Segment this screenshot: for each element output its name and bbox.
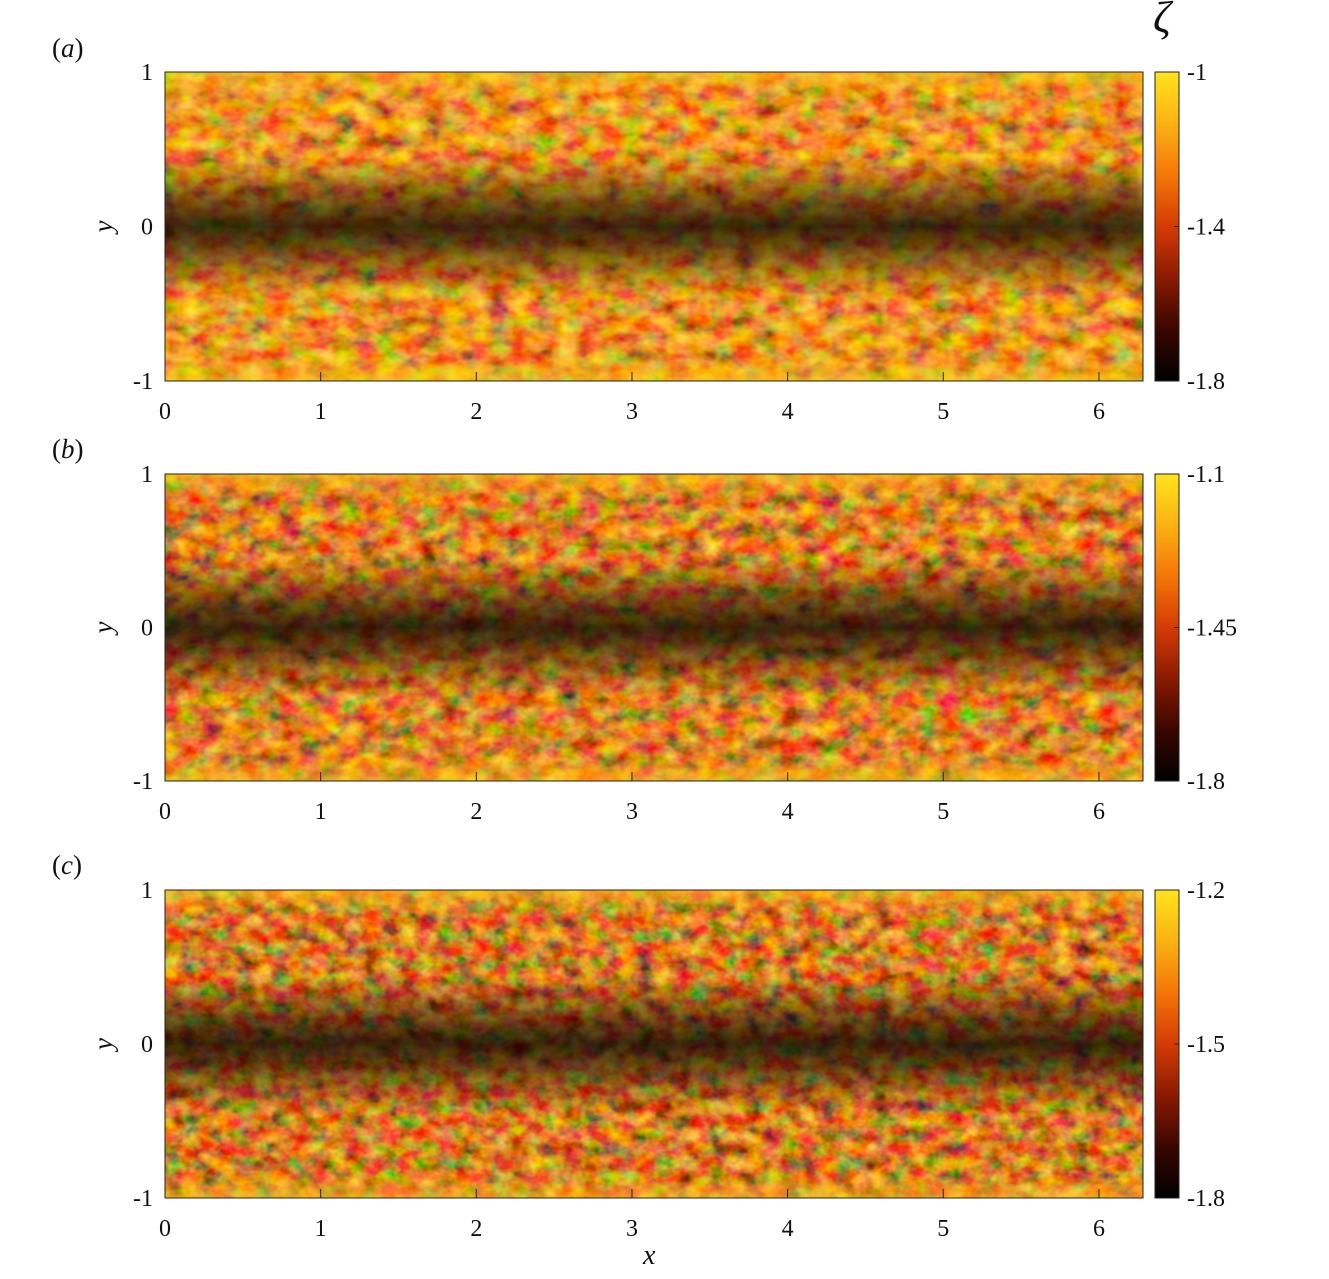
y-tick-label: 0 bbox=[141, 1032, 153, 1058]
panel-label-a: (a) bbox=[52, 33, 84, 63]
panel-label-b-letter: b bbox=[61, 434, 75, 464]
panel-label-c-letter: c bbox=[61, 850, 73, 880]
x-tick-label: 5 bbox=[937, 399, 949, 425]
x-tick-label: 6 bbox=[1093, 1216, 1105, 1242]
colorbar-tick-label: -1.5 bbox=[1187, 1032, 1225, 1058]
x-tick-label: 4 bbox=[782, 1216, 794, 1242]
y-axis-label: y bbox=[88, 621, 118, 636]
y-tick-label: 0 bbox=[141, 616, 153, 642]
heatmap-field bbox=[165, 890, 1143, 1198]
panel-label-a-letter: a bbox=[61, 33, 75, 63]
x-tick-label: 1 bbox=[315, 399, 327, 425]
x-tick-label: 2 bbox=[470, 399, 482, 425]
x-tick-label: 6 bbox=[1093, 399, 1105, 425]
x-tick-label: 0 bbox=[159, 399, 171, 425]
y-tick-label: 0 bbox=[141, 215, 153, 241]
x-tick-label: 3 bbox=[626, 399, 638, 425]
y-tick-label: 1 bbox=[141, 60, 153, 86]
y-tick-label: -1 bbox=[133, 1186, 153, 1212]
x-tick-label: 3 bbox=[626, 1216, 638, 1242]
colorbar-tick-label: -1.2 bbox=[1187, 878, 1225, 904]
x-tick-label: 4 bbox=[782, 399, 794, 425]
heatmap-field bbox=[165, 474, 1143, 781]
colorbar-tick-label: -1.8 bbox=[1187, 369, 1225, 395]
x-tick-label: 5 bbox=[937, 799, 949, 825]
y-tick-label: -1 bbox=[133, 769, 153, 795]
y-axis-label: y bbox=[88, 1038, 118, 1053]
x-axis-label: x bbox=[643, 1240, 656, 1271]
y-tick-label: -1 bbox=[133, 369, 153, 395]
y-axis-label: y bbox=[88, 220, 118, 235]
heatmap-field bbox=[165, 72, 1143, 381]
panel-label-c: (c) bbox=[52, 850, 82, 880]
y-tick-label: 1 bbox=[141, 462, 153, 488]
x-tick-label: 6 bbox=[1093, 799, 1105, 825]
x-tick-label: 2 bbox=[470, 1216, 482, 1242]
colorbar-tick-label: -1 bbox=[1187, 60, 1207, 86]
colorbar-tick-label: -1.4 bbox=[1187, 215, 1225, 241]
x-tick-label: 5 bbox=[937, 1216, 949, 1242]
x-tick-label: 0 bbox=[159, 799, 171, 825]
colorbar-tick-label: -1.8 bbox=[1187, 1186, 1225, 1212]
x-tick-label: 1 bbox=[315, 1216, 327, 1242]
x-tick-label: 1 bbox=[315, 799, 327, 825]
x-tick-label: 2 bbox=[470, 799, 482, 825]
y-tick-label: 1 bbox=[141, 878, 153, 904]
colorbar-tick-label: -1.1 bbox=[1187, 462, 1225, 488]
heatmap-wall-highlight bbox=[165, 72, 1143, 381]
x-tick-label: 3 bbox=[626, 799, 638, 825]
colorbar-tick-label: -1.8 bbox=[1187, 769, 1225, 795]
x-tick-label: 0 bbox=[159, 1216, 171, 1242]
heatmap-wall-highlight bbox=[165, 474, 1143, 781]
colorbar-tick-label: -1.45 bbox=[1187, 616, 1237, 642]
panel-label-b: (b) bbox=[52, 434, 84, 464]
x-tick-label: 4 bbox=[782, 799, 794, 825]
colorbar-title: ζ bbox=[1153, 0, 1171, 42]
heatmap-wall-highlight bbox=[165, 890, 1143, 1198]
